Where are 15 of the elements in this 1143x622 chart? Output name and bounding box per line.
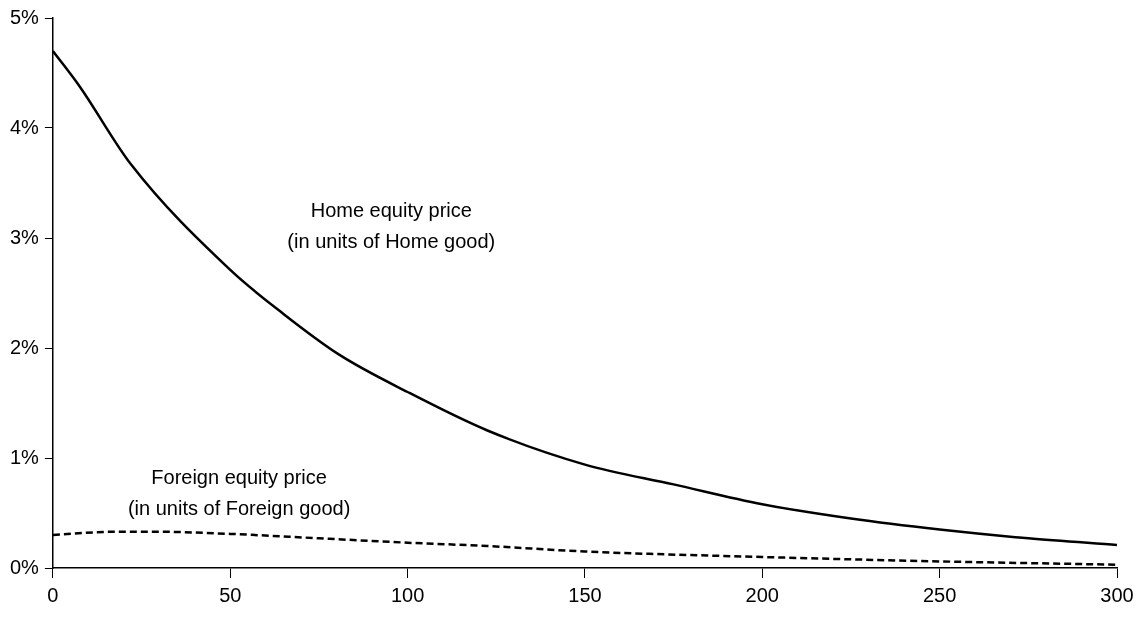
y-tick-label: 2%	[10, 335, 40, 358]
x-tick-label: 300	[1100, 583, 1134, 606]
x-tick-label: 50	[219, 583, 242, 606]
x-tick-label: 200	[745, 583, 779, 606]
y-tick-label: 1%	[10, 445, 40, 468]
y-tick-label: 0%	[10, 555, 40, 578]
x-tick-label: 150	[568, 583, 602, 606]
y-tick-label: 4%	[10, 115, 40, 138]
x-tick-label: 100	[390, 583, 425, 606]
y-tick-label: 5%	[10, 5, 40, 28]
annotation: Foreign equity price (in units of Foreign good)	[127, 466, 351, 520]
x-tick-label: 250	[922, 583, 957, 606]
x-tick-label: 0	[47, 583, 59, 606]
y-tick-label: 3%	[10, 225, 40, 248]
annotation: Home equity price (in units of Home good)	[287, 199, 496, 253]
